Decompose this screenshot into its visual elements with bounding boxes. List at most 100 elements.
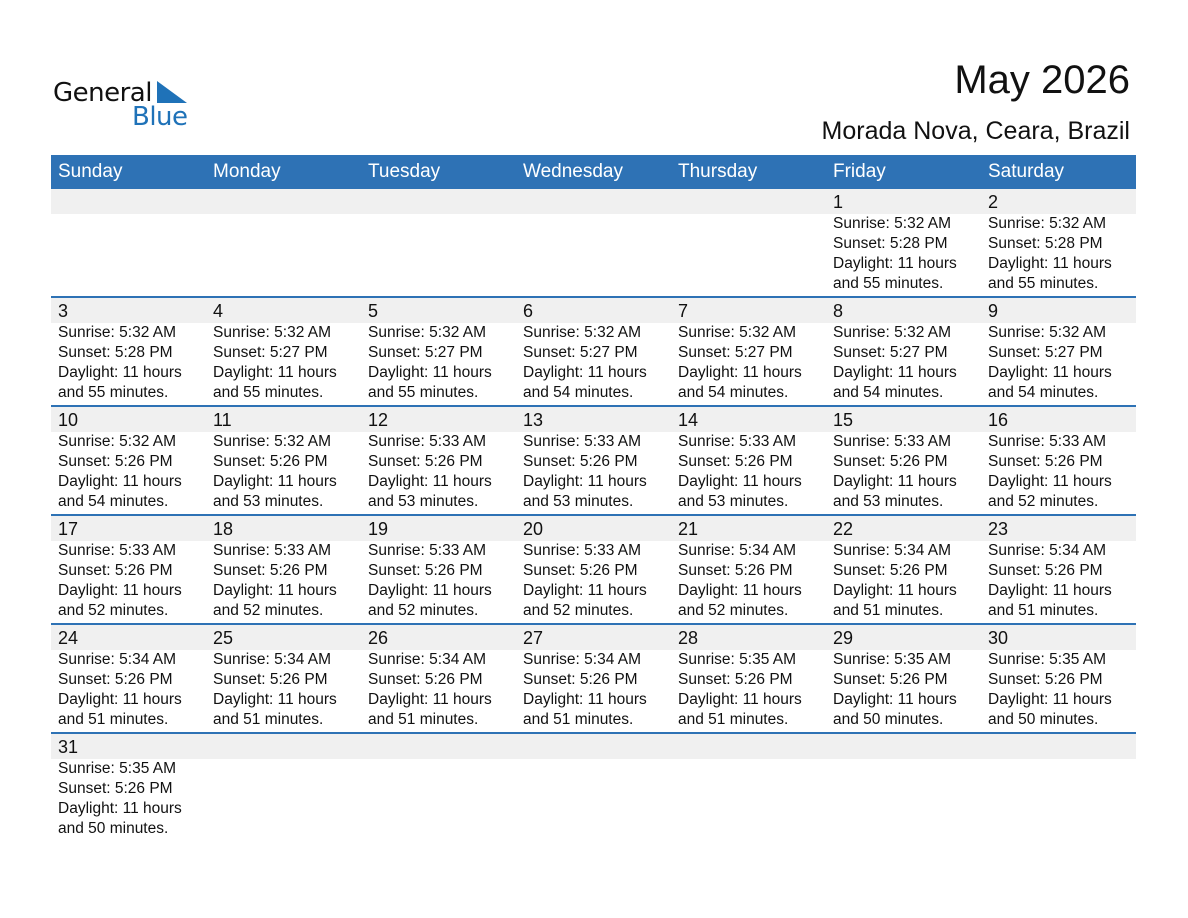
- day-cell: 6 Sunrise: 5:32 AM Sunset: 5:27 PM Daylight…: [516, 298, 671, 403]
- daylight-text: Daylight: 11 hours: [213, 473, 337, 490]
- weekday-header: Sunday Monday Tuesday Wednesday Thursday…: [51, 155, 1136, 189]
- logo-triangle-icon: [157, 81, 187, 103]
- sunset-text: Sunset: 5:27 PM: [833, 344, 948, 361]
- day-cell: 5 Sunrise: 5:32 AM Sunset: 5:27 PM Daylight…: [361, 298, 516, 403]
- sunrise-text: Sunrise: 5:34 AM: [833, 542, 952, 559]
- sunset-text: Sunset: 5:26 PM: [58, 671, 173, 688]
- day-cell: 1 Sunrise: 5:32 AM Sunset: 5:28 PM Daylight…: [826, 189, 981, 294]
- sunrise-text: Sunrise: 5:34 AM: [523, 651, 642, 668]
- logo: General Blue: [53, 78, 193, 132]
- day-cell: 28 Sunrise: 5:35 AM Sunset: 5:26 PM Dayligh…: [671, 625, 826, 730]
- daylight-text: Daylight: 11 hours: [988, 364, 1112, 381]
- daylight-minutes-text: and 52 minutes.: [678, 602, 789, 619]
- week-cells: 17 Sunrise: 5:33 AM Sunset: 5:26 PM Dayligh…: [51, 516, 1136, 621]
- empty-cell: [671, 734, 826, 839]
- sunset-text: Sunset: 5:26 PM: [58, 453, 173, 470]
- daylight-minutes-text: and 51 minutes.: [58, 711, 169, 728]
- location-subtitle: Morada Nova, Ceara, Brazil: [821, 117, 1130, 145]
- day-number: 9: [988, 301, 999, 321]
- week-row: 31 Sunrise: 5:35 AM Sunset: 5:26 PM Dayligh…: [51, 734, 1136, 843]
- calendar-grid: Sunday Monday Tuesday Wednesday Thursday…: [51, 155, 1136, 843]
- sunrise-text: Sunrise: 5:33 AM: [368, 433, 487, 450]
- sunrise-text: Sunrise: 5:34 AM: [988, 542, 1107, 559]
- sunrise-text: Sunrise: 5:34 AM: [58, 651, 177, 668]
- week-cells: 1 Sunrise: 5:32 AM Sunset: 5:28 PM Daylight…: [51, 189, 1136, 294]
- date-band: [51, 407, 1136, 432]
- daylight-minutes-text: and 51 minutes.: [678, 711, 789, 728]
- day-number: 2: [988, 192, 999, 212]
- daylight-minutes-text: and 52 minutes.: [368, 602, 479, 619]
- daylight-minutes-text: and 53 minutes.: [523, 493, 634, 510]
- daylight-minutes-text: and 54 minutes.: [58, 493, 169, 510]
- daylight-text: Daylight: 11 hours: [833, 582, 957, 599]
- day-cell: 16 Sunrise: 5:33 AM Sunset: 5:26 PM Dayligh…: [981, 407, 1136, 512]
- page-title: May 2026: [954, 58, 1130, 102]
- sunrise-text: Sunrise: 5:32 AM: [58, 324, 177, 341]
- daylight-minutes-text: and 53 minutes.: [833, 493, 944, 510]
- sunrise-text: Sunrise: 5:35 AM: [678, 651, 797, 668]
- sunset-text: Sunset: 5:26 PM: [988, 671, 1103, 688]
- day-cell: 7 Sunrise: 5:32 AM Sunset: 5:27 PM Daylight…: [671, 298, 826, 403]
- sunrise-text: Sunrise: 5:32 AM: [368, 324, 487, 341]
- sunrise-text: Sunrise: 5:32 AM: [833, 324, 952, 341]
- daylight-minutes-text: and 53 minutes.: [368, 493, 479, 510]
- sunset-text: Sunset: 5:26 PM: [368, 671, 483, 688]
- day-cell: 21 Sunrise: 5:34 AM Sunset: 5:26 PM Dayligh…: [671, 516, 826, 621]
- day-cell: 15 Sunrise: 5:33 AM Sunset: 5:26 PM Dayligh…: [826, 407, 981, 512]
- sunset-text: Sunset: 5:26 PM: [833, 671, 948, 688]
- daylight-minutes-text: and 54 minutes.: [523, 384, 634, 401]
- daylight-text: Daylight: 11 hours: [213, 582, 337, 599]
- day-number: 8: [833, 301, 844, 321]
- day-cell: 29 Sunrise: 5:35 AM Sunset: 5:26 PM Dayligh…: [826, 625, 981, 730]
- week-row: 24 Sunrise: 5:34 AM Sunset: 5:26 PM Dayligh…: [51, 625, 1136, 734]
- daylight-minutes-text: and 52 minutes.: [523, 602, 634, 619]
- empty-cell: [51, 189, 206, 294]
- daylight-text: Daylight: 11 hours: [58, 800, 182, 817]
- day-cell: 8 Sunrise: 5:32 AM Sunset: 5:27 PM Daylight…: [826, 298, 981, 403]
- daylight-text: Daylight: 11 hours: [833, 473, 957, 490]
- daylight-text: Daylight: 11 hours: [368, 691, 492, 708]
- daylight-text: Daylight: 11 hours: [213, 691, 337, 708]
- day-number: 7: [678, 301, 689, 321]
- daylight-text: Daylight: 11 hours: [678, 691, 802, 708]
- daylight-text: Daylight: 11 hours: [213, 364, 337, 381]
- week-cells: 31 Sunrise: 5:35 AM Sunset: 5:26 PM Dayligh…: [51, 734, 1136, 839]
- weekday-tuesday: Tuesday: [368, 161, 441, 182]
- sunrise-text: Sunrise: 5:32 AM: [988, 215, 1107, 232]
- sunset-text: Sunset: 5:27 PM: [368, 344, 483, 361]
- sunset-text: Sunset: 5:26 PM: [988, 562, 1103, 579]
- week-row: 3 Sunrise: 5:32 AM Sunset: 5:28 PM Daylight…: [51, 298, 1136, 407]
- day-number: 19: [368, 519, 389, 539]
- sunset-text: Sunset: 5:26 PM: [213, 562, 328, 579]
- daylight-minutes-text: and 54 minutes.: [678, 384, 789, 401]
- daylight-text: Daylight: 11 hours: [988, 582, 1112, 599]
- day-number: 24: [58, 628, 79, 648]
- date-band: [51, 516, 1136, 541]
- day-cell: 3 Sunrise: 5:32 AM Sunset: 5:28 PM Daylight…: [51, 298, 206, 403]
- daylight-text: Daylight: 11 hours: [988, 473, 1112, 490]
- sunrise-text: Sunrise: 5:32 AM: [988, 324, 1107, 341]
- daylight-minutes-text: and 54 minutes.: [988, 384, 1099, 401]
- daylight-minutes-text: and 55 minutes.: [833, 275, 944, 292]
- week-cells: 24 Sunrise: 5:34 AM Sunset: 5:26 PM Dayligh…: [51, 625, 1136, 730]
- week-cells: 3 Sunrise: 5:32 AM Sunset: 5:28 PM Daylight…: [51, 298, 1136, 403]
- empty-cell: [671, 189, 826, 294]
- day-cell: 20 Sunrise: 5:33 AM Sunset: 5:26 PM Dayligh…: [516, 516, 671, 621]
- week-cells: 10 Sunrise: 5:32 AM Sunset: 5:26 PM Dayligh…: [51, 407, 1136, 512]
- day-cell: 23 Sunrise: 5:34 AM Sunset: 5:26 PM Dayligh…: [981, 516, 1136, 621]
- sunset-text: Sunset: 5:26 PM: [213, 671, 328, 688]
- daylight-minutes-text: and 55 minutes.: [988, 275, 1099, 292]
- daylight-text: Daylight: 11 hours: [58, 473, 182, 490]
- sunrise-text: Sunrise: 5:35 AM: [833, 651, 952, 668]
- daylight-text: Daylight: 11 hours: [523, 691, 647, 708]
- sunrise-text: Sunrise: 5:33 AM: [213, 542, 332, 559]
- day-cell: 12 Sunrise: 5:33 AM Sunset: 5:26 PM Dayligh…: [361, 407, 516, 512]
- day-number: 22: [833, 519, 854, 539]
- day-number: 11: [213, 410, 232, 430]
- daylight-minutes-text: and 53 minutes.: [213, 493, 324, 510]
- sunrise-text: Sunrise: 5:33 AM: [833, 433, 952, 450]
- week-row: 17 Sunrise: 5:33 AM Sunset: 5:26 PM Dayligh…: [51, 516, 1136, 625]
- day-number: 5: [368, 301, 379, 321]
- sunset-text: Sunset: 5:26 PM: [988, 453, 1103, 470]
